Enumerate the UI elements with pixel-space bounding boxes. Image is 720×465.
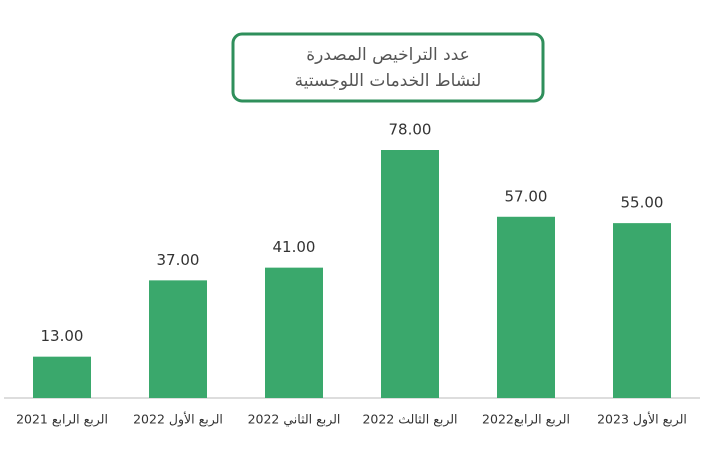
x-tick-label: الربع الأول 2022 (133, 412, 223, 428)
bar (613, 223, 671, 398)
x-tick-label: الربع الثالث 2022 (362, 412, 457, 428)
bar (497, 216, 555, 398)
bar (149, 280, 207, 398)
x-tick-label: الربع الرابع 2021 (16, 412, 108, 428)
data-label: 37.00 (157, 251, 200, 269)
data-label: 55.00 (621, 194, 664, 212)
bar (381, 150, 439, 398)
chart-title: عدد التراخيص المصدرة (306, 45, 470, 65)
x-tick-label: الربع الرابع2022 (482, 412, 570, 428)
chart-title: لنشاط الخدمات اللوجستية (295, 71, 482, 91)
bar (265, 267, 323, 398)
bar (33, 356, 91, 398)
title-box (231, 32, 545, 103)
data-label: 13.00 (41, 327, 84, 345)
data-label: 78.00 (389, 121, 432, 139)
x-tick-label: الربع الأول 2023 (597, 412, 687, 428)
x-tick-label: الربع الثاني 2022 (248, 412, 341, 428)
data-label: 41.00 (273, 238, 316, 256)
data-label: 57.00 (505, 187, 548, 205)
